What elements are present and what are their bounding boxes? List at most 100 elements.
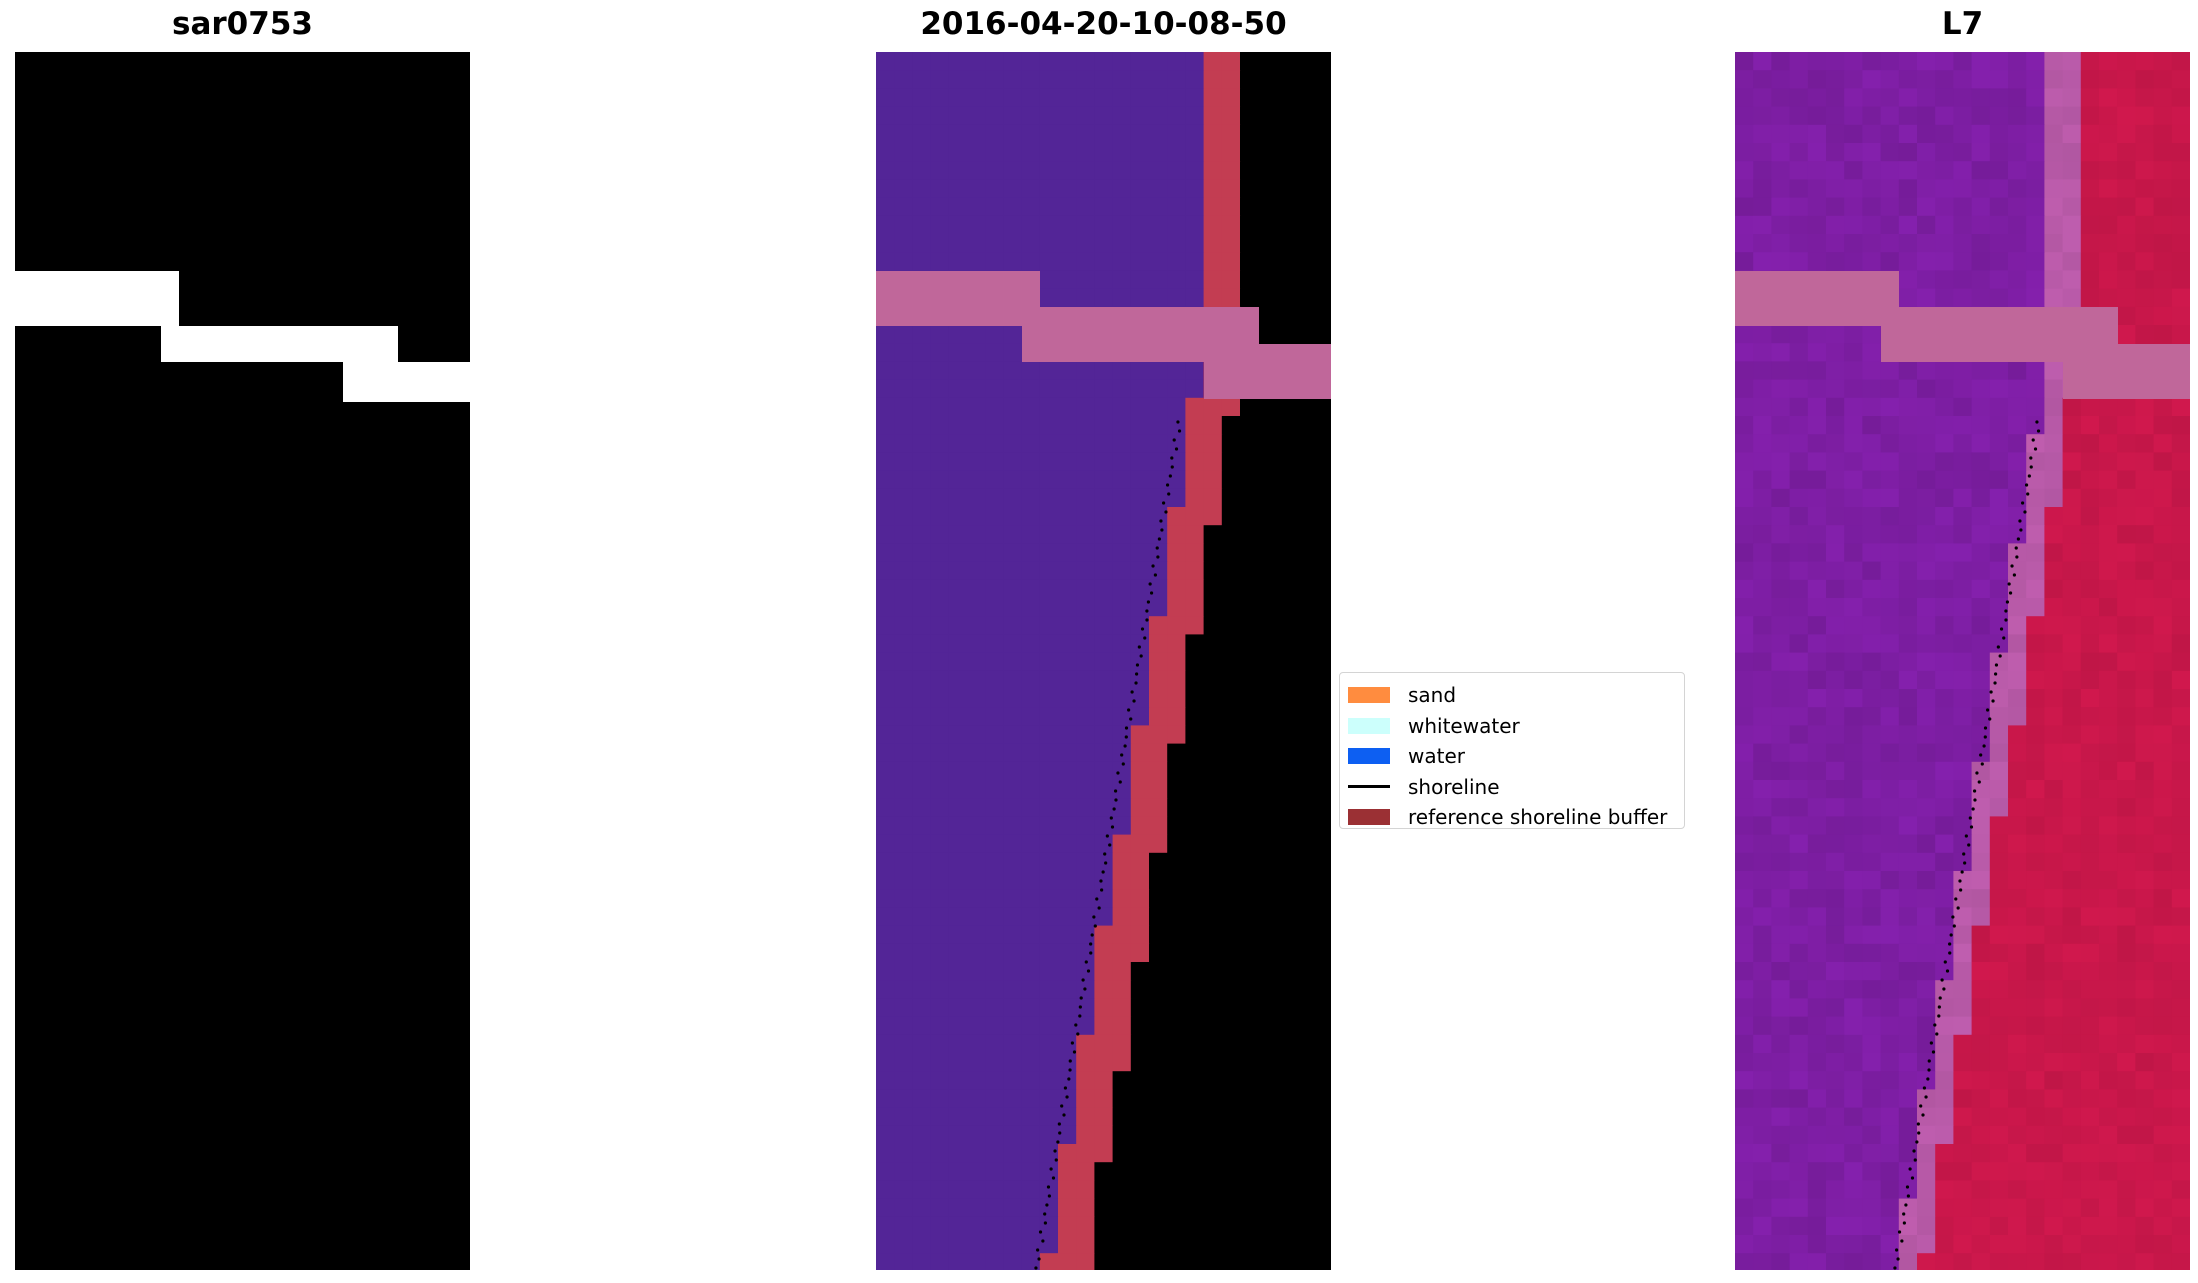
rgb-pixel — [251, 598, 271, 617]
rgb-pixel — [106, 215, 125, 235]
index-pixel — [2099, 598, 2118, 617]
rgb-pixel — [87, 707, 107, 726]
class-pixel — [1240, 798, 1259, 817]
class-pixel — [1039, 124, 1059, 144]
index-pixel — [1917, 470, 1936, 490]
index-pixel — [2117, 88, 2136, 108]
rgb-pixel — [397, 124, 416, 144]
index-pixel — [2026, 88, 2045, 108]
rgb-pixel — [324, 761, 344, 781]
class-pixel — [985, 816, 1004, 836]
index-pixel — [1917, 270, 1936, 290]
index-pixel — [1844, 452, 1863, 472]
index-pixel — [2171, 88, 2190, 108]
shoreline-point — [177, 1230, 182, 1234]
class-pixel — [948, 816, 968, 836]
class-pixel — [948, 488, 968, 508]
class-pixel — [1240, 780, 1259, 799]
shoreline-point — [1167, 492, 1171, 496]
rgb-pixel — [178, 616, 198, 635]
rgb-pixel — [233, 707, 253, 726]
class-pixel — [1149, 670, 1168, 690]
class-pixel — [1094, 980, 1114, 999]
index-pixel — [1844, 889, 1863, 908]
class-pixel — [894, 143, 913, 162]
index-pixel — [1989, 379, 2009, 399]
rgb-pixel — [379, 616, 398, 635]
rgb-pixel — [51, 725, 71, 745]
index-pixel — [1898, 780, 1918, 799]
class-pixel — [930, 1034, 950, 1054]
rgb-pixel — [415, 598, 435, 617]
class-pixel — [912, 598, 932, 617]
class-pixel — [894, 1180, 913, 1200]
class-pixel — [1258, 1053, 1277, 1072]
index-pixel — [1826, 361, 1845, 381]
shoreline-point — [1045, 1203, 1049, 1207]
rgb-pixel — [288, 798, 307, 817]
class-pixel — [1003, 1053, 1023, 1072]
rgb-pixel — [178, 761, 198, 781]
index-pixel — [1989, 52, 2009, 71]
index-pixel — [1953, 52, 1973, 71]
class-pixel — [967, 106, 986, 126]
class-pixel — [930, 106, 950, 126]
shoreline-point — [1156, 555, 1160, 559]
rgb-pixel — [87, 1162, 107, 1181]
index-pixel — [1953, 416, 1973, 435]
class-pixel — [1039, 1198, 1059, 1218]
index-pixel — [2171, 834, 2190, 854]
class-pixel — [967, 689, 986, 708]
rgb-pixel — [288, 834, 307, 854]
rgb-pixel — [87, 670, 107, 690]
index-pixel — [2026, 689, 2045, 708]
rgb-pixel — [269, 416, 289, 435]
rgb-pixel — [33, 780, 52, 799]
class-pixel — [1276, 652, 1296, 672]
rgb-pixel — [69, 1034, 89, 1054]
rgb-pixel — [215, 998, 234, 1018]
rgb-pixel — [51, 652, 71, 672]
class-pixel — [894, 871, 913, 890]
class-pixel — [967, 452, 986, 472]
index-pixel — [1898, 379, 1918, 399]
rgb-pixel — [124, 124, 143, 144]
class-pixel — [1240, 598, 1259, 617]
class-pixel — [1258, 652, 1277, 672]
class-pixel — [930, 252, 950, 271]
rgb-pixel — [87, 343, 107, 362]
rgb-pixel — [269, 1235, 289, 1254]
shoreline-point — [1114, 798, 1118, 802]
index-pixel — [1753, 1053, 1772, 1072]
class-pixel — [1167, 907, 1186, 927]
class-pixel — [1221, 834, 1241, 854]
class-pixel — [1058, 361, 1077, 381]
index-pixel — [1826, 670, 1845, 690]
class-pixel — [1221, 1253, 1241, 1270]
index-pixel — [2135, 507, 2155, 526]
shoreline-point — [257, 780, 261, 784]
index-pixel — [2062, 871, 2082, 890]
class-pixel — [1185, 379, 1205, 399]
class-pixel — [876, 179, 895, 199]
rgb-pixel — [51, 1053, 71, 1072]
class-pixel — [1112, 88, 1132, 108]
class-pixel — [1258, 579, 1277, 599]
rgb-pixel — [33, 397, 52, 417]
class-pixel — [1221, 907, 1241, 927]
index-pixel — [1753, 925, 1772, 945]
class-pixel — [1294, 124, 1314, 144]
rgb-pixel — [197, 361, 216, 381]
rgb-pixel — [106, 743, 125, 763]
rgb-pixel — [69, 1253, 89, 1270]
index-pixel — [1917, 652, 1936, 672]
index-pixel — [1917, 452, 1936, 472]
class-pixel — [985, 507, 1004, 526]
index-pixel — [2117, 488, 2136, 508]
rgb-pixel — [360, 215, 380, 235]
shoreline-point — [1043, 1212, 1047, 1216]
rgb-pixel — [160, 816, 180, 836]
rgb-pixel — [215, 1107, 234, 1127]
index-pixel — [1989, 161, 2009, 180]
class-pixel — [1003, 1180, 1023, 1200]
